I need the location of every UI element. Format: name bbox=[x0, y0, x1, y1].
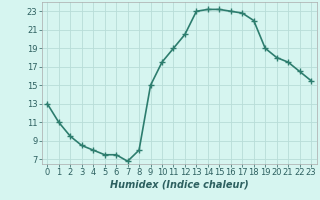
X-axis label: Humidex (Indice chaleur): Humidex (Indice chaleur) bbox=[110, 180, 249, 190]
